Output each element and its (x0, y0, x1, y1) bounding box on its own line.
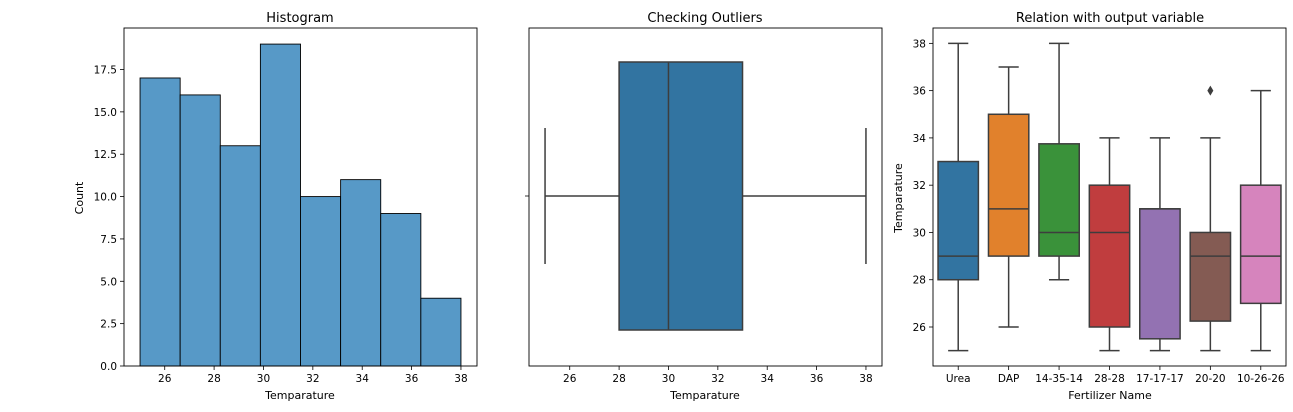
box (937, 160, 980, 281)
outlier-boxplot-frame (528, 27, 883, 367)
box (618, 61, 744, 331)
outlier-marker (1207, 85, 1214, 96)
histogram-xlabel: Temparature (264, 389, 335, 402)
x-tick-label: 38 (859, 373, 872, 385)
y-tick-label: 17.5 (94, 65, 117, 77)
x-tick-label: 34 (761, 373, 775, 385)
y-tick-label: 7.5 (100, 234, 117, 246)
x-tick-label: 30 (662, 373, 675, 385)
outlier-boxplot-title: Checking Outliers (647, 11, 762, 26)
x-tick-label: DAP (998, 373, 1019, 385)
histogram-bar (300, 196, 342, 367)
box (1239, 184, 1282, 305)
box (1139, 208, 1181, 340)
histogram-bar (179, 94, 221, 367)
x-tick-label: 32 (711, 373, 724, 385)
x-tick-label: Urea (946, 373, 971, 385)
outlier-boxplot-xlabel: Temparature (669, 389, 740, 402)
y-tick-label: 36 (913, 86, 927, 98)
fertilizer-boxplot-xlabel: Fertilizer Name (1068, 389, 1152, 402)
x-tick-label: 10-26-26 (1237, 373, 1285, 385)
fertilizer-boxplot-frame (932, 27, 1287, 367)
histogram-ylabel: Count (73, 181, 86, 214)
fertilizer-boxplot-panel: Relation with output variable Fertilizer… (892, 11, 1287, 402)
x-tick-label: 28-28 (1094, 373, 1125, 385)
x-tick-label: 17-17-17 (1136, 373, 1184, 385)
x-tick-label: 20-20 (1195, 373, 1226, 385)
histogram-bar (219, 145, 261, 367)
x-tick-label: 28 (207, 373, 220, 385)
fertilizer-boxplot-ylabel: Temparature (892, 163, 905, 234)
histogram-bar (259, 43, 301, 367)
box (987, 113, 1030, 257)
histogram-frame (123, 27, 478, 367)
x-tick-label: 36 (810, 373, 824, 385)
box (1088, 184, 1131, 328)
y-tick-label: 10.0 (94, 192, 117, 204)
y-tick-label: 12.5 (94, 149, 117, 161)
x-tick-label: 32 (306, 373, 319, 385)
y-tick-label: 15.0 (94, 107, 117, 119)
outlier-boxplot-panel: Checking Outliers Temparature 26 28 30 32 34… (525, 11, 883, 402)
y-tick-label: 0.0 (100, 361, 117, 373)
x-tick-label: 34 (356, 373, 370, 385)
y-tick-label: 26 (913, 322, 927, 334)
histogram-bar (420, 297, 462, 367)
histogram-bar (340, 179, 382, 367)
histogram-panel: Histogram Temparature Count 26 28 30 32 34 36… (73, 11, 478, 402)
y-tick-label: 28 (913, 275, 926, 287)
fertilizer-boxplot-title: Relation with output variable (1016, 11, 1204, 26)
x-tick-label: 38 (454, 373, 467, 385)
x-tick-label: 30 (257, 373, 270, 385)
y-tick-label: 34 (913, 133, 927, 145)
x-tick-label: 28 (612, 373, 625, 385)
y-tick-label: 5.0 (100, 276, 117, 288)
box (1189, 231, 1232, 322)
histogram-bar (380, 213, 422, 367)
y-tick-label: 2.5 (100, 319, 117, 331)
y-tick-label: 32 (913, 180, 926, 192)
x-tick-label: 14-35-14 (1035, 373, 1083, 385)
y-tick-label: 38 (913, 38, 926, 50)
box (1038, 143, 1080, 257)
x-tick-label: 26 (158, 373, 172, 385)
y-tick-label: 30 (913, 227, 926, 239)
x-tick-label: 36 (405, 373, 419, 385)
histogram-title: Histogram (266, 11, 333, 26)
x-tick-label: 26 (563, 373, 577, 385)
histogram-bar (139, 77, 181, 367)
